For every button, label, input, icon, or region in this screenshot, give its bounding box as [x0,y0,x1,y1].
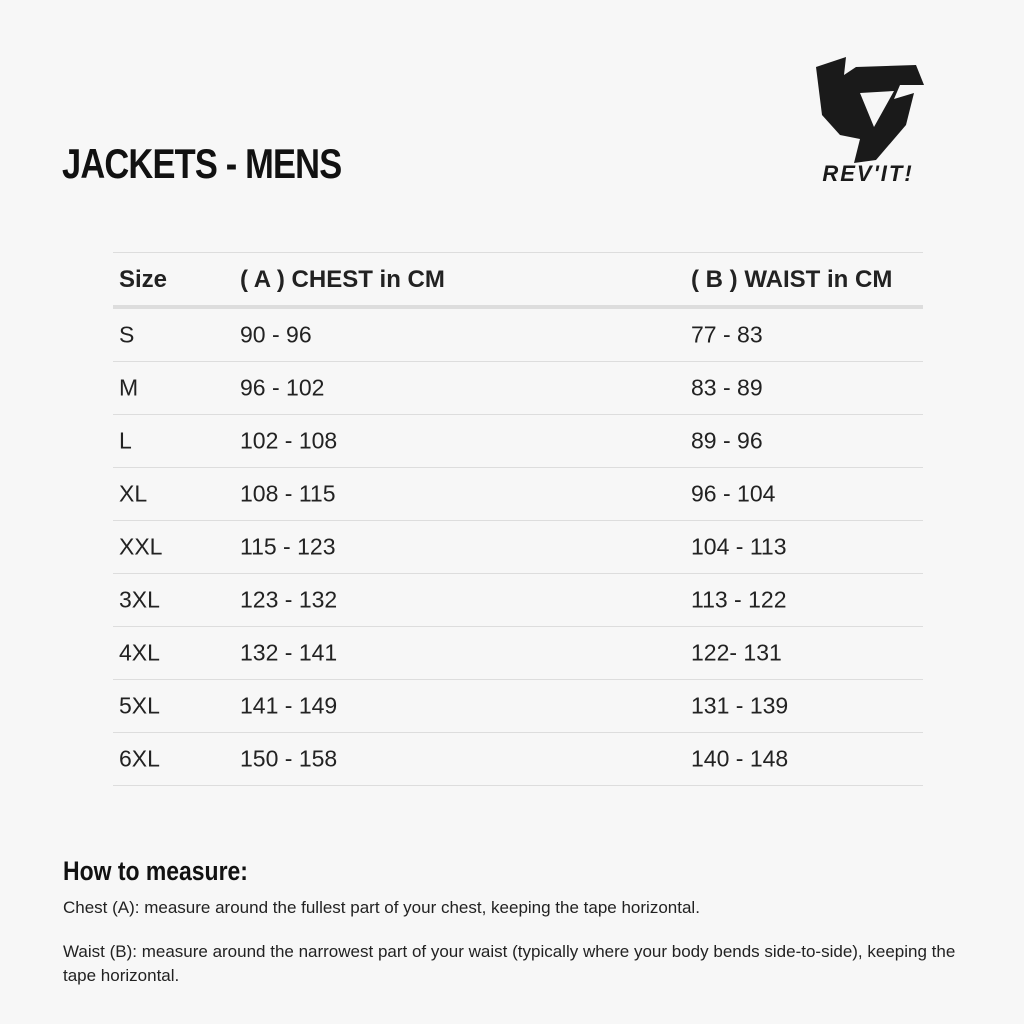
table-row: XXL 115 - 123 104 - 113 [113,521,923,574]
cell-size: L [119,427,132,454]
cell-chest: 115 - 123 [240,533,336,560]
cell-size: S [119,321,135,348]
cell-waist: 140 - 148 [691,745,789,772]
cell-waist: 96 - 104 [691,480,776,507]
logo-text: REV'IT! [822,161,913,185]
cell-size: 4XL [119,639,160,666]
header-chest: ( A ) CHEST in CM [240,266,445,293]
page-title: JACKETS - MENS [62,140,342,187]
cell-waist: 104 - 113 [691,533,787,560]
chest-instructions: Chest (A): measure around the fullest pa… [63,898,700,917]
table-row: M 96 - 102 83 - 89 [113,362,923,415]
cell-size: 5XL [119,692,160,719]
cell-chest: 90 - 96 [240,321,312,348]
cell-waist: 113 - 122 [691,586,787,613]
table-row: L 102 - 108 89 - 96 [113,415,923,468]
table-row: S 90 - 96 77 - 83 [113,309,923,362]
table-header-row: Size ( A ) CHEST in CM ( B ) WAIST in CM [113,253,923,309]
cell-size: XL [119,480,148,507]
cell-waist: 83 - 89 [691,374,763,401]
cell-waist: 77 - 83 [691,321,763,348]
table-row: 5XL 141 - 149 131 - 139 [113,680,923,733]
cell-size: 6XL [119,745,160,772]
table-row: 4XL 132 - 141 122- 131 [113,627,923,680]
cell-size: M [119,374,139,401]
revit-logo: REV'IT! [816,57,924,185]
header-waist: ( B ) WAIST in CM [691,266,893,293]
cell-waist: 131 - 139 [691,692,789,719]
cell-waist: 122- 131 [691,639,782,666]
waist-instructions: Waist (B): measure around the narrowest … [63,942,956,985]
cell-chest: 123 - 132 [240,586,338,613]
cell-size: 3XL [119,586,160,613]
header-size: Size [119,266,168,293]
cell-chest: 96 - 102 [240,374,325,401]
table-row: 3XL 123 - 132 113 - 122 [113,574,923,627]
table-row: XL 108 - 115 96 - 104 [113,468,923,521]
cell-chest: 141 - 149 [240,692,338,719]
cell-size: XXL [119,533,163,560]
cell-chest: 102 - 108 [240,427,338,454]
how-to-measure-heading: How to measure: [63,856,248,886]
table-row: 6XL 150 - 158 140 - 148 [113,733,923,786]
cell-chest: 108 - 115 [240,480,336,507]
cell-chest: 132 - 141 [240,639,338,666]
size-table: Size ( A ) CHEST in CM ( B ) WAIST in CM… [113,252,923,786]
cell-chest: 150 - 158 [240,745,338,772]
cell-waist: 89 - 96 [691,427,763,454]
logo-shield-icon [816,57,924,163]
